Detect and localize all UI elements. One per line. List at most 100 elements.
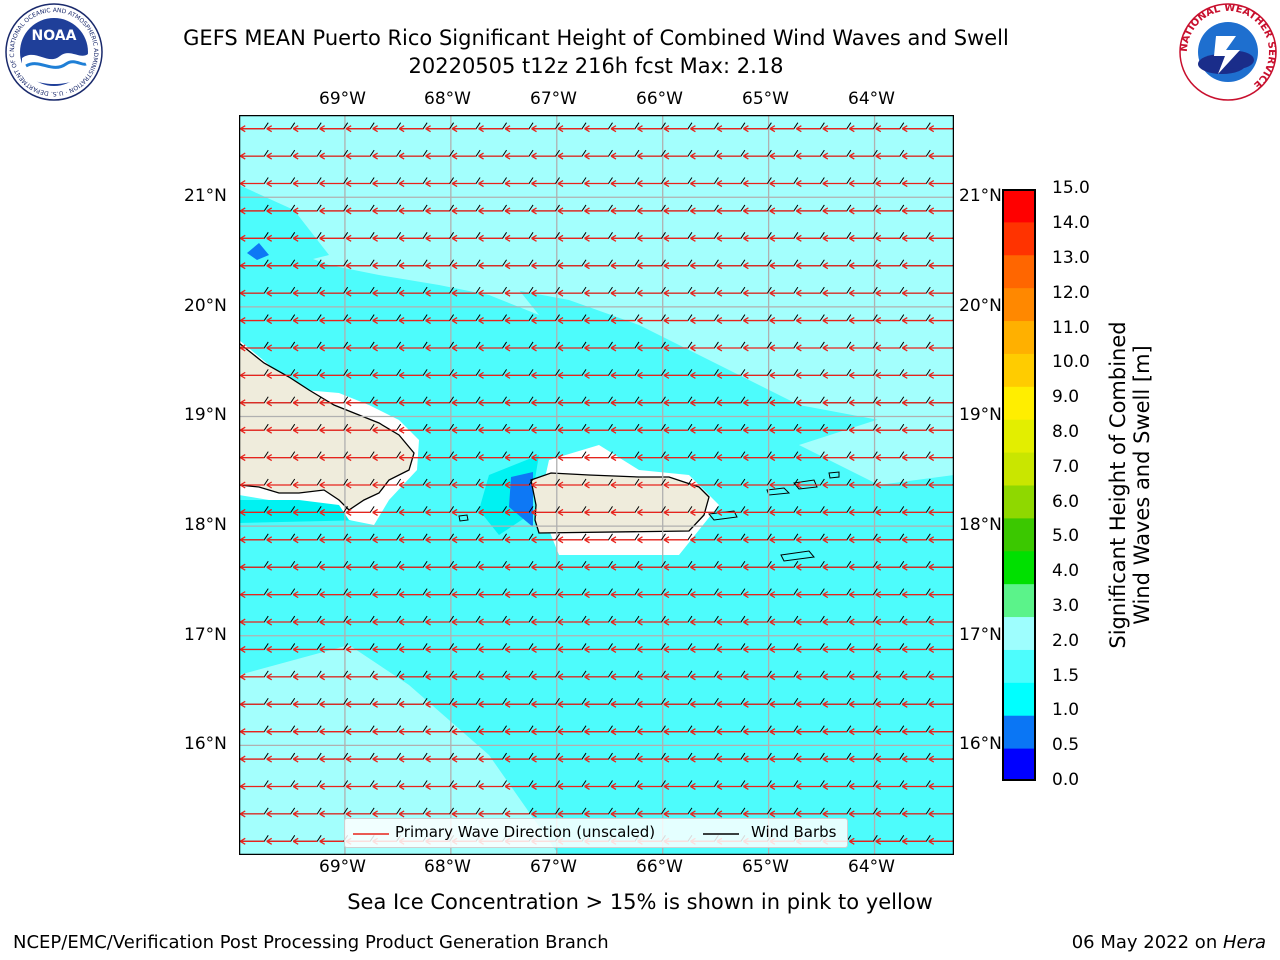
wave-direction-arrow bbox=[901, 125, 927, 133]
colorbar-segment bbox=[1002, 254, 1036, 289]
lat-label-left: 17°N bbox=[184, 625, 227, 645]
wave-direction-arrow bbox=[319, 782, 344, 791]
wave-direction-arrow bbox=[372, 426, 397, 434]
wave-direction-arrow bbox=[425, 262, 450, 270]
lon-label-bottom: 64°W bbox=[848, 857, 895, 877]
wave-direction-arrow bbox=[584, 262, 609, 270]
wave-direction-arrow bbox=[928, 728, 953, 736]
wave-direction-arrow bbox=[637, 344, 662, 352]
wave-direction-arrow bbox=[901, 810, 927, 818]
wave-direction-legend-label: Primary Wave Direction (unscaled) bbox=[395, 823, 656, 841]
wave-direction-arrow bbox=[848, 344, 874, 352]
wave-direction-arrow bbox=[531, 563, 556, 571]
lon-label-bottom: 66°W bbox=[636, 857, 683, 877]
wave-direction-arrow bbox=[531, 344, 556, 352]
wave-direction-arrow bbox=[743, 618, 768, 626]
lat-label-left: 19°N bbox=[184, 405, 227, 425]
wave-direction-arrow bbox=[557, 426, 583, 434]
wave-direction-arrow bbox=[478, 563, 503, 571]
wave-direction-arrow bbox=[239, 536, 265, 544]
wave-direction-arrow bbox=[319, 262, 344, 270]
wave-direction-arrow bbox=[848, 700, 874, 708]
wave-direction-arrow bbox=[239, 728, 265, 736]
wave-direction-arrow bbox=[901, 591, 927, 599]
wave-direction-arrow bbox=[637, 125, 662, 133]
wave-direction-arrow bbox=[822, 344, 847, 352]
wave-direction-arrow bbox=[716, 728, 741, 736]
wave-direction-arrow bbox=[425, 426, 450, 434]
wave-direction-arrow bbox=[690, 591, 715, 599]
wave-direction-arrow bbox=[663, 262, 688, 270]
wave-direction-arrow bbox=[822, 289, 847, 297]
virgin-islands-2 bbox=[793, 479, 818, 490]
wave-direction-arrow bbox=[875, 618, 900, 626]
wave-direction-arrow bbox=[901, 179, 927, 188]
wave-direction-arrow bbox=[901, 728, 927, 736]
wave-direction-arrow bbox=[451, 454, 477, 462]
wave-direction-arrow bbox=[716, 591, 741, 599]
wave-direction-arrow bbox=[451, 262, 477, 270]
wave-direction-arrow bbox=[875, 728, 900, 736]
wave-direction-arrow bbox=[743, 344, 768, 352]
wave-direction-arrow bbox=[292, 207, 318, 215]
graticule bbox=[239, 115, 954, 855]
wave-direction-arrow bbox=[292, 782, 318, 791]
wave-direction-arrow bbox=[875, 207, 900, 215]
wave-direction-arrow bbox=[690, 673, 715, 681]
sea-ice-note: Sea Ice Concentration > 15% is shown in … bbox=[347, 890, 933, 914]
wave-direction-arrow bbox=[557, 234, 583, 242]
wave-direction-arrow bbox=[822, 152, 847, 160]
wave-direction-arrow bbox=[610, 371, 635, 379]
colorbar-segment bbox=[1002, 452, 1036, 486]
wave-direction-arrow bbox=[425, 536, 450, 544]
wave-direction-arrow bbox=[345, 673, 371, 681]
wave-direction-arrow bbox=[531, 234, 556, 242]
wave-direction-arrow bbox=[345, 125, 371, 133]
wave-direction-arrow bbox=[637, 426, 662, 434]
wave-direction-arrow bbox=[637, 810, 662, 818]
wave-direction-arrow bbox=[928, 371, 953, 379]
wave-direction-arrow bbox=[822, 591, 847, 599]
wave-direction-arrow bbox=[663, 234, 688, 242]
colorbar-frame bbox=[1002, 189, 1036, 781]
wave-direction-arrow bbox=[690, 645, 715, 654]
wave-direction-arrow bbox=[584, 563, 609, 571]
colorbar-segment bbox=[1002, 287, 1036, 322]
wave-direction-arrow bbox=[584, 481, 609, 489]
wave-direction-arrow bbox=[690, 289, 715, 297]
wave-direction-arrow bbox=[239, 673, 265, 681]
wave-direction-arrow bbox=[451, 755, 477, 763]
wave-direction-arrow bbox=[901, 673, 927, 681]
wave-direction-arrow bbox=[372, 481, 397, 489]
wave-direction-arrow bbox=[531, 728, 556, 736]
lat-label-left: 20°N bbox=[184, 296, 227, 316]
wave-direction-arrow bbox=[584, 728, 609, 736]
wave-direction-arrow bbox=[531, 426, 556, 434]
wave-direction-arrow bbox=[637, 782, 662, 791]
wave-direction-arrow bbox=[663, 700, 688, 708]
wave-direction-arrow bbox=[504, 645, 530, 654]
lat-label-right: 17°N bbox=[959, 625, 1002, 645]
wave-direction-arrow bbox=[345, 755, 371, 763]
wave-direction-arrow bbox=[928, 152, 953, 160]
wave-direction-arrow bbox=[345, 234, 371, 242]
wave-direction-arrow bbox=[345, 207, 371, 215]
wave-direction-arrow bbox=[478, 673, 503, 681]
footer-date: 06 May 2022 on Hera bbox=[1072, 932, 1266, 953]
wave-direction-arrow bbox=[266, 508, 291, 516]
wave-direction-arrow bbox=[292, 673, 318, 681]
wave-direction-arrow bbox=[319, 508, 344, 516]
ocean-light-east bbox=[799, 395, 954, 485]
wave-direction-arrow bbox=[239, 262, 265, 270]
colorbar-segment bbox=[1002, 583, 1036, 618]
wave-direction-arrow bbox=[504, 454, 530, 462]
wave-direction-arrow bbox=[584, 426, 609, 434]
wave-direction-arrow bbox=[743, 728, 768, 736]
wave-direction-arrow bbox=[663, 810, 688, 818]
wave-direction-arrow bbox=[875, 536, 900, 544]
wave-direction-arrow bbox=[425, 316, 450, 325]
wave-direction-arrow bbox=[478, 207, 503, 215]
wave-direction-arrow bbox=[239, 234, 265, 242]
wave-direction-arrow bbox=[372, 673, 397, 681]
wave-direction-arrow bbox=[504, 125, 530, 133]
